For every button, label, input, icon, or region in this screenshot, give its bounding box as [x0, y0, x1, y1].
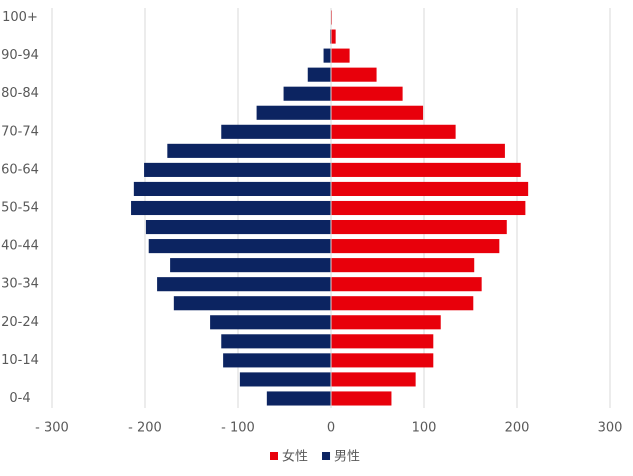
bar	[283, 86, 331, 101]
y-tick-label: 40-44	[1, 239, 39, 254]
bar	[170, 258, 331, 273]
bar	[331, 296, 474, 311]
legend-swatch	[322, 452, 331, 460]
x-tick-label: 300	[598, 421, 623, 436]
bar	[223, 353, 331, 368]
x-tick-label: - 200	[128, 421, 162, 436]
bar	[157, 277, 331, 292]
bar	[239, 372, 331, 387]
bar	[167, 143, 331, 158]
bar	[307, 67, 331, 82]
bar	[256, 105, 331, 120]
x-tick-label: 200	[505, 421, 530, 436]
bar	[331, 29, 336, 44]
bar	[144, 162, 331, 177]
y-tick-label: 100+	[2, 10, 38, 25]
y-tick-label: 0-4	[9, 391, 30, 406]
bar	[331, 315, 441, 330]
y-tick-label: 10-14	[1, 353, 39, 368]
bar	[331, 143, 505, 158]
bar	[266, 391, 331, 406]
legend-swatch	[270, 452, 278, 460]
x-tick-label: - 100	[221, 421, 255, 436]
legend-label: 男性	[334, 450, 360, 465]
bar	[221, 124, 331, 139]
bar	[331, 67, 377, 82]
bar	[331, 220, 507, 235]
bar	[331, 391, 392, 406]
bar	[221, 334, 331, 349]
y-tick-label: 50-54	[1, 201, 39, 216]
bar	[331, 200, 526, 216]
bar	[331, 239, 500, 254]
bar	[323, 48, 331, 63]
bar	[210, 315, 331, 330]
bar	[331, 105, 424, 120]
bar	[331, 334, 434, 349]
bar	[331, 48, 350, 63]
bar	[331, 372, 416, 387]
y-tick-label: 70-74	[1, 124, 39, 139]
y-tick-label: 90-94	[1, 48, 39, 63]
bar	[131, 200, 331, 216]
legend-label: 女性	[282, 449, 308, 465]
y-tick-label: 80-84	[1, 86, 39, 101]
bar	[331, 86, 403, 101]
bar	[331, 181, 529, 196]
bar	[331, 353, 434, 368]
bar	[145, 220, 331, 235]
bar	[331, 124, 456, 139]
y-tick-label: 60-64	[1, 162, 39, 177]
bar	[331, 162, 521, 177]
x-tick-label: 0	[327, 421, 335, 436]
y-tick-label: 30-34	[1, 277, 39, 292]
x-tick-label: 100	[412, 421, 437, 436]
bar	[331, 277, 482, 292]
y-tick-label: 20-24	[1, 315, 39, 330]
x-tick-label: - 300	[35, 421, 69, 436]
bar	[331, 258, 475, 273]
bar	[148, 239, 331, 254]
bar	[173, 296, 331, 311]
bar	[133, 181, 331, 196]
